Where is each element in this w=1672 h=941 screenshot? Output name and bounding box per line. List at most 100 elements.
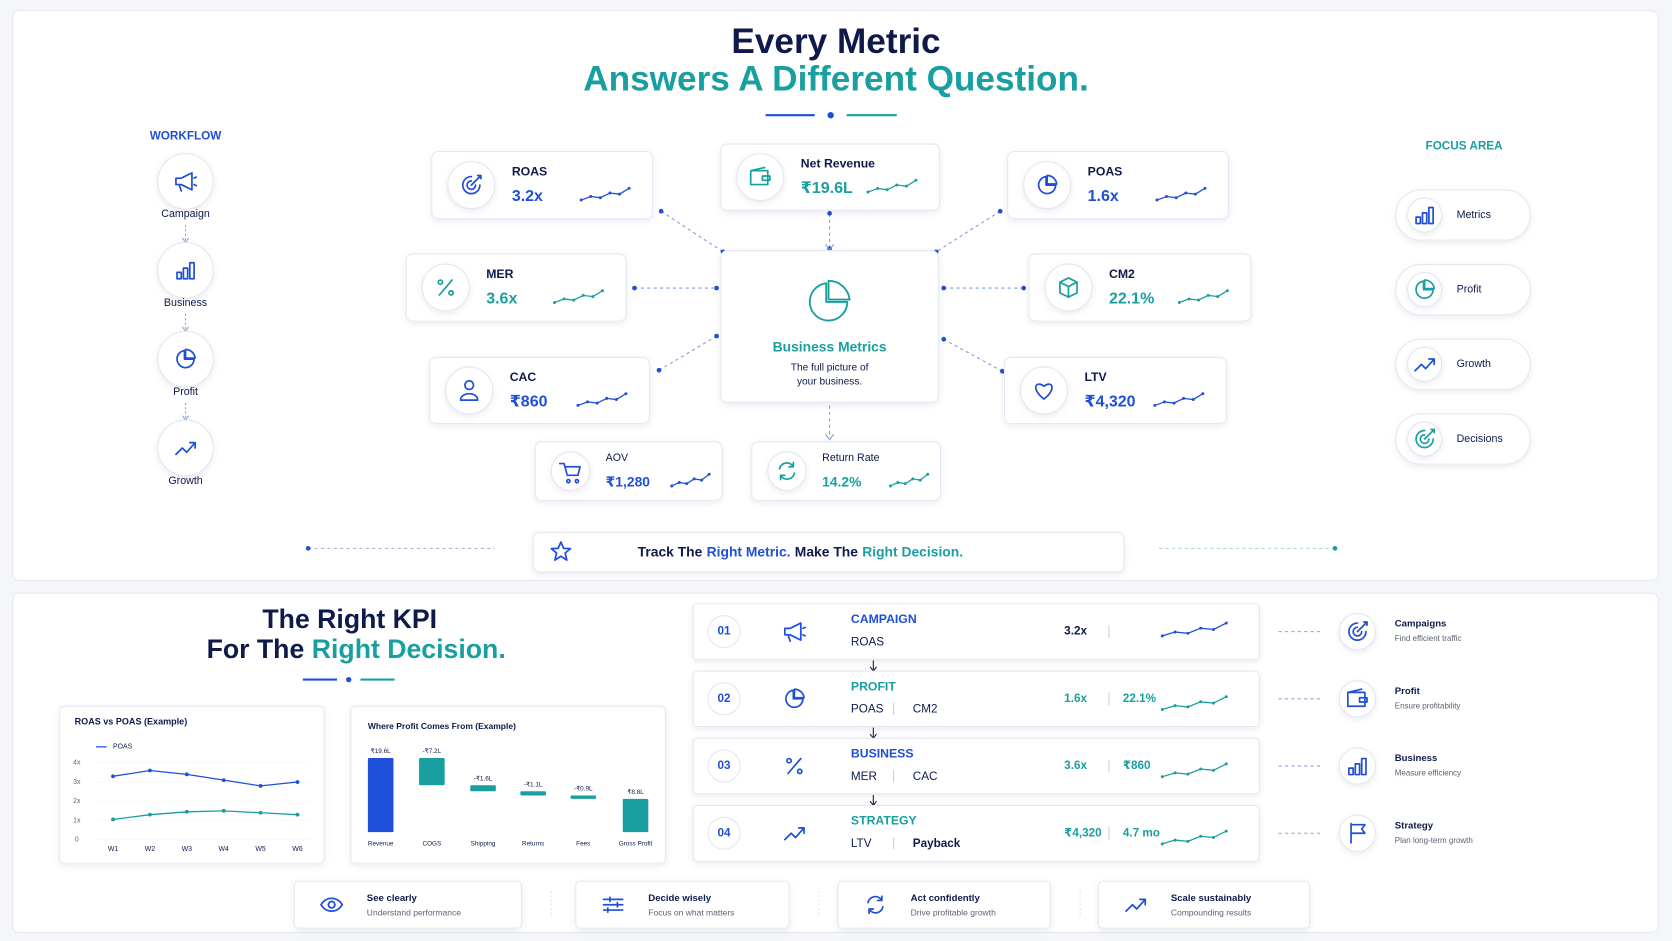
sparkline-dot (627, 186, 631, 190)
sparkline-dot (1193, 192, 1197, 196)
sparkline-dot (1186, 839, 1190, 843)
icon-bg (1338, 680, 1377, 718)
connector-dot (714, 333, 719, 339)
sparkline-dot (904, 184, 908, 188)
metric-icon (1037, 174, 1058, 195)
sparkline-dot (576, 403, 580, 407)
connector-dot (1021, 285, 1027, 291)
y-tick-label: 3x (73, 779, 81, 786)
metric-name: CM2 (1109, 267, 1135, 281)
metric-value: ₹4,320 (1084, 393, 1135, 410)
focus-icon (1415, 279, 1436, 299)
sparkline (1156, 187, 1206, 201)
row-metric: ROAS (851, 635, 884, 648)
row-value: ₹4,320 (1064, 826, 1102, 839)
sparkline-dot (903, 482, 907, 486)
metric-icon (1035, 383, 1053, 400)
sparkline-dot (1211, 836, 1215, 840)
connector-dot (656, 367, 662, 373)
workflow-icon (176, 261, 195, 280)
icon-bg (157, 153, 214, 210)
icon-bg (1407, 197, 1443, 233)
point (148, 812, 152, 817)
sparkline (867, 179, 917, 193)
x-tick-label: Returns (522, 841, 544, 848)
row-focus-desc: Plan long-term growth (1395, 836, 1473, 845)
arrow-head (824, 433, 835, 441)
connector (943, 338, 1003, 372)
row-value: 1.6x (1064, 692, 1087, 705)
point (258, 810, 263, 815)
tagline-part: Right Decision. (862, 543, 963, 559)
metric-name: POAS (1088, 165, 1123, 179)
sparkline-dot (1206, 293, 1210, 297)
row-icon (783, 622, 806, 643)
data-label: ₹8.8L (627, 789, 644, 796)
sparkline-dot (1173, 771, 1177, 775)
sparkline-dot (614, 398, 618, 402)
sparkline-dot (700, 478, 704, 482)
icon-bg (550, 451, 591, 491)
point (148, 768, 152, 773)
icon-bg (445, 366, 494, 415)
sparkline-dot (1225, 289, 1229, 293)
footer-title: Decide wisely (648, 893, 711, 904)
workflow-label: WORKFLOW (150, 130, 223, 143)
metric-value: ₹1,280 (606, 473, 651, 489)
footer-title: Scale sustainably (1171, 893, 1252, 904)
sparkline-dot (595, 401, 599, 405)
row-focus-title: Business (1395, 753, 1438, 764)
sparkline-dot (1211, 768, 1215, 772)
icon-bg (767, 451, 807, 491)
sparkline-dot (1173, 838, 1177, 842)
sparkline-dot (579, 198, 583, 202)
metric-value: 22.1% (1109, 290, 1154, 307)
number-badge (707, 682, 741, 716)
sparkline (580, 187, 630, 201)
sparkline-dot (1160, 775, 1164, 779)
center-title: Business Metrics (773, 338, 887, 354)
sparkline-dot (895, 183, 899, 187)
sparkline-dot (1191, 398, 1195, 402)
focus-item: Decisions (1457, 433, 1503, 445)
y-tick-label: 1x (73, 817, 81, 824)
footer-desc: Compounding results (1171, 908, 1251, 918)
center-icon (808, 279, 851, 322)
row-focus-title: Profit (1395, 686, 1421, 697)
subtitle: Answers A Different Question. (583, 59, 1089, 98)
bar (470, 785, 496, 792)
connector (658, 335, 717, 371)
sparkline-dot (589, 195, 593, 199)
sparkline-dot (1216, 295, 1220, 299)
metric-value: 3.2x (512, 188, 543, 205)
sparkline-dot (552, 300, 556, 304)
sparkline-dot (1197, 298, 1201, 302)
sparkline-dot (1187, 297, 1191, 301)
tagline-part: Track The (638, 543, 703, 559)
icon-bg (736, 153, 785, 202)
metric-name: ROAS (512, 165, 547, 179)
sparkline-dot (866, 190, 870, 194)
sparkline-dot (896, 480, 900, 484)
point (184, 809, 189, 814)
connector-dot (632, 285, 637, 291)
sparkline-dot (1199, 767, 1203, 771)
point (221, 778, 226, 783)
metric-name: MER (486, 267, 513, 281)
row-metric: CM2 (913, 703, 938, 716)
sparkline-dot (1199, 834, 1203, 838)
row-number: 02 (718, 692, 732, 705)
footer-desc: Focus on what matters (648, 908, 734, 918)
number-badge (707, 749, 741, 783)
x-tick-label: W5 (255, 846, 266, 853)
focus-item: Metrics (1457, 209, 1491, 221)
chart-title: ROAS vs POAS (Example) (75, 717, 188, 727)
footer-title: Act confidently (911, 893, 981, 904)
footer-icon (1125, 898, 1147, 912)
sparkline-dot (1155, 198, 1159, 202)
metric-name: CAC (510, 370, 537, 384)
metric-icon (558, 462, 581, 484)
sparkline-dot (1160, 634, 1164, 638)
data-label: ₹19.6L (371, 748, 391, 755)
row-value: 3.6x (1064, 759, 1087, 772)
